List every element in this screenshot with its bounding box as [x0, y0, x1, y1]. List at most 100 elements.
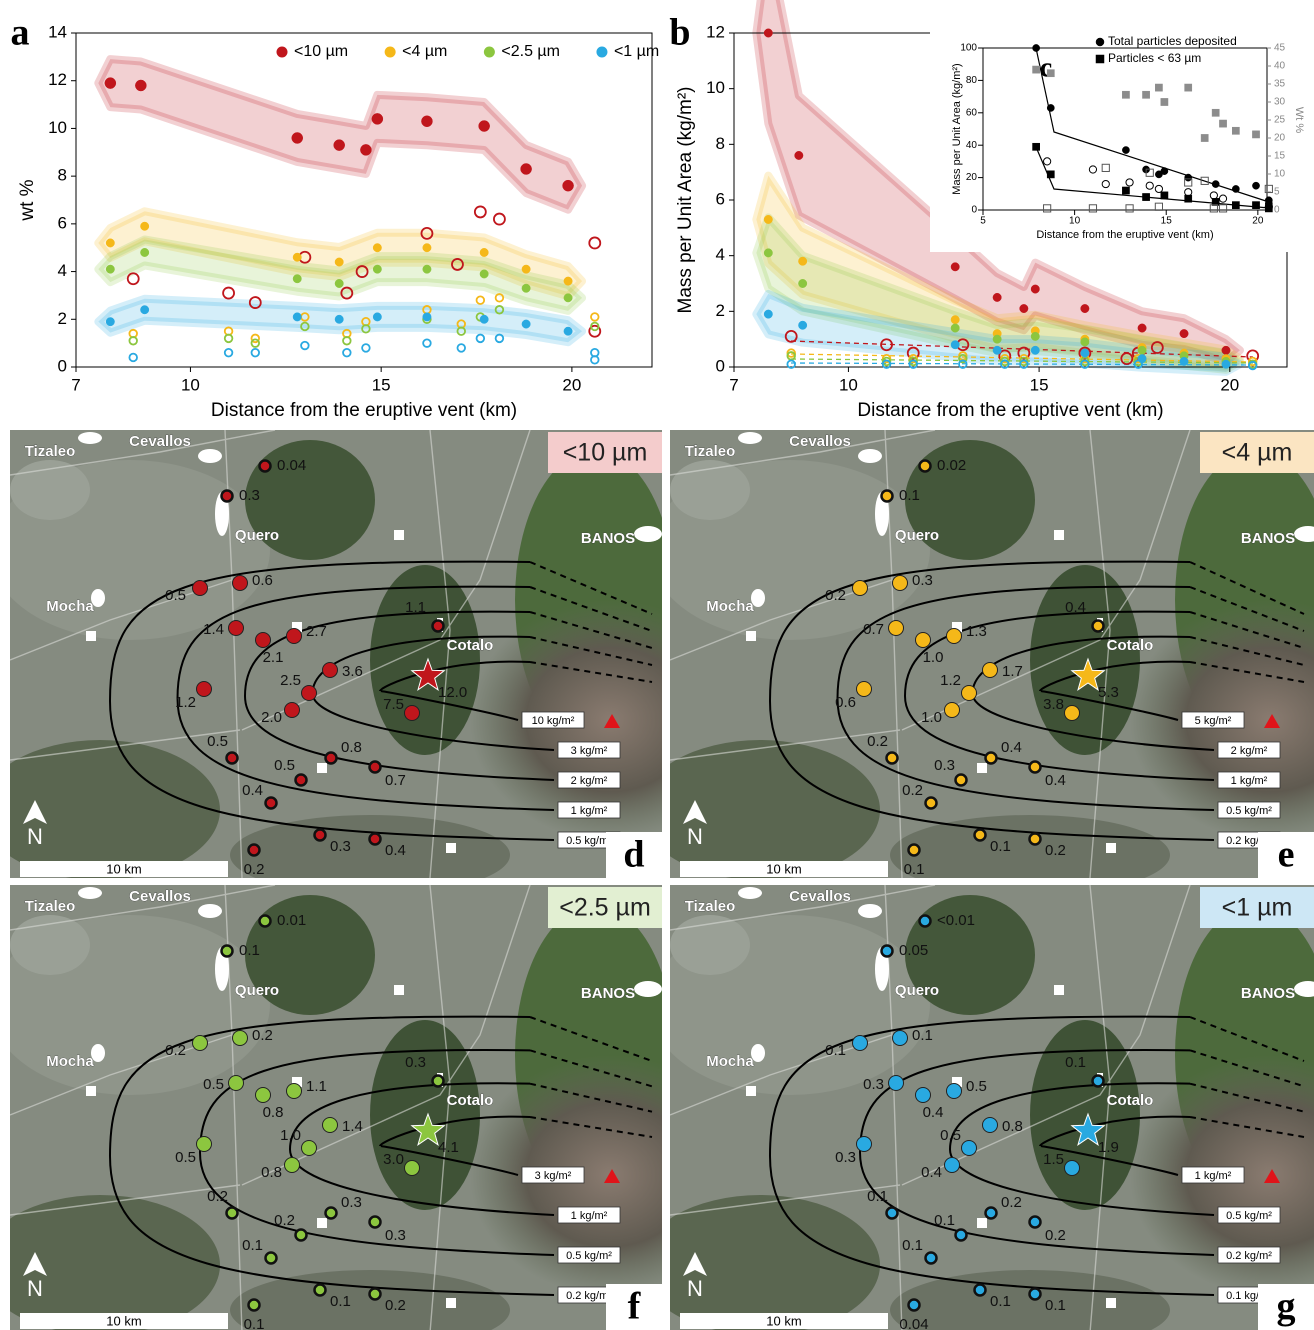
data-point	[475, 206, 486, 217]
site-value: 0.1	[990, 1293, 1011, 1310]
legend-marker	[385, 47, 396, 58]
site-value: 0.1	[990, 838, 1011, 855]
data-point	[301, 342, 309, 350]
isopleth-label: 3 kg/m²	[571, 745, 608, 757]
town-label: Mocha	[706, 598, 754, 615]
data-point	[522, 265, 530, 273]
site-value: 0.2	[902, 782, 923, 799]
north-label: N	[27, 824, 43, 849]
sample-site	[433, 621, 444, 632]
sample-site	[229, 1076, 244, 1091]
legend-marker	[277, 47, 288, 58]
site-value: 7.5	[383, 696, 404, 713]
y2-axis-label: Wt %	[1293, 107, 1305, 133]
data-point	[522, 320, 530, 328]
site-value: 0.2	[1001, 1194, 1022, 1211]
town-label: Cotalo	[447, 637, 494, 654]
data-point	[106, 239, 114, 247]
x-tick-label: 20	[1220, 375, 1239, 394]
site-value: 0.8	[341, 739, 362, 756]
data-point	[335, 315, 343, 323]
sample-site	[370, 834, 381, 845]
sample-site	[227, 753, 238, 764]
data-point	[1185, 174, 1192, 181]
sample-site	[193, 581, 208, 596]
y-tick-label: 2	[716, 301, 725, 320]
site-value: 0.2	[1045, 842, 1066, 859]
data-point	[1155, 84, 1162, 91]
isopleth-label: 2 kg/m²	[571, 775, 608, 787]
data-point	[521, 163, 532, 174]
data-point	[1212, 180, 1219, 187]
town-label: Cevallos	[129, 433, 191, 450]
sample-site	[323, 1118, 338, 1133]
sample-site	[285, 1158, 300, 1173]
sample-site	[983, 663, 998, 678]
data-point	[563, 180, 574, 191]
legend-label: Total particles deposited	[1108, 34, 1237, 48]
site-value: 0.1	[1045, 1297, 1066, 1314]
landmark	[746, 631, 756, 641]
north-label: N	[27, 1276, 43, 1301]
town-label: Tizaleo	[685, 443, 736, 460]
landmark	[317, 1218, 327, 1228]
data-point	[1161, 192, 1168, 199]
sample-site	[405, 706, 420, 721]
data-point	[764, 29, 772, 37]
sample-site	[1030, 1217, 1041, 1228]
sample-site	[986, 1208, 997, 1219]
data-point	[334, 140, 345, 151]
data-point	[1219, 120, 1226, 127]
site-value: 0.1	[244, 1316, 265, 1330]
data-point	[225, 349, 233, 357]
y-tick-label: 8	[716, 134, 725, 153]
site-value: 3.0	[383, 1151, 404, 1168]
sample-site	[857, 682, 872, 697]
y-tick-label: 60	[966, 107, 978, 118]
site-value: 0.1	[867, 1188, 888, 1205]
data-point	[951, 324, 959, 332]
data-point	[951, 315, 959, 323]
fraction-label: <4 µm	[1222, 439, 1293, 467]
site-value: 2.5	[280, 672, 301, 689]
sample-site	[256, 1088, 271, 1103]
y-tick-label: 12	[48, 70, 67, 89]
site-value: 0.1	[902, 1237, 923, 1254]
y-tick-label: 0	[716, 356, 725, 375]
landmark	[1054, 985, 1064, 995]
scale-label: 10 km	[766, 1313, 801, 1328]
site-value: 0.2	[252, 1027, 273, 1044]
data-point	[993, 346, 1001, 354]
data-point	[480, 270, 488, 278]
data-point	[106, 317, 114, 325]
data-point	[1180, 329, 1188, 337]
site-value: 0.04	[899, 1316, 928, 1330]
x-axis-label: Distance from the eruptive vent (km)	[857, 400, 1163, 421]
data-point	[423, 265, 431, 273]
site-value: 0.5	[940, 1127, 961, 1144]
site-value: 0.5	[203, 1076, 224, 1093]
landmark	[977, 763, 987, 773]
site-value: 0.1	[330, 1293, 351, 1310]
site-value: 0.1	[242, 1237, 263, 1254]
site-value: 0.4	[1065, 599, 1086, 616]
north-label: N	[687, 824, 703, 849]
sample-site	[889, 621, 904, 636]
data-point	[421, 116, 432, 127]
data-point	[251, 349, 259, 357]
data-point	[335, 258, 343, 266]
sample-site	[1065, 1161, 1080, 1176]
data-point	[293, 275, 301, 283]
y-tick-label: 0	[971, 205, 977, 216]
legend-marker	[596, 47, 607, 58]
site-value: 0.3	[912, 572, 933, 589]
site-value: 0.4	[923, 1104, 944, 1121]
site-value: 0.1	[899, 487, 920, 504]
data-point	[1081, 338, 1089, 346]
fraction-label: <1 µm	[1222, 894, 1293, 922]
site-value: <0.01	[937, 912, 975, 929]
data-point	[129, 354, 137, 362]
town-label: Quero	[235, 982, 279, 999]
data-point	[1122, 187, 1129, 194]
site-value: 1.0	[923, 649, 944, 666]
